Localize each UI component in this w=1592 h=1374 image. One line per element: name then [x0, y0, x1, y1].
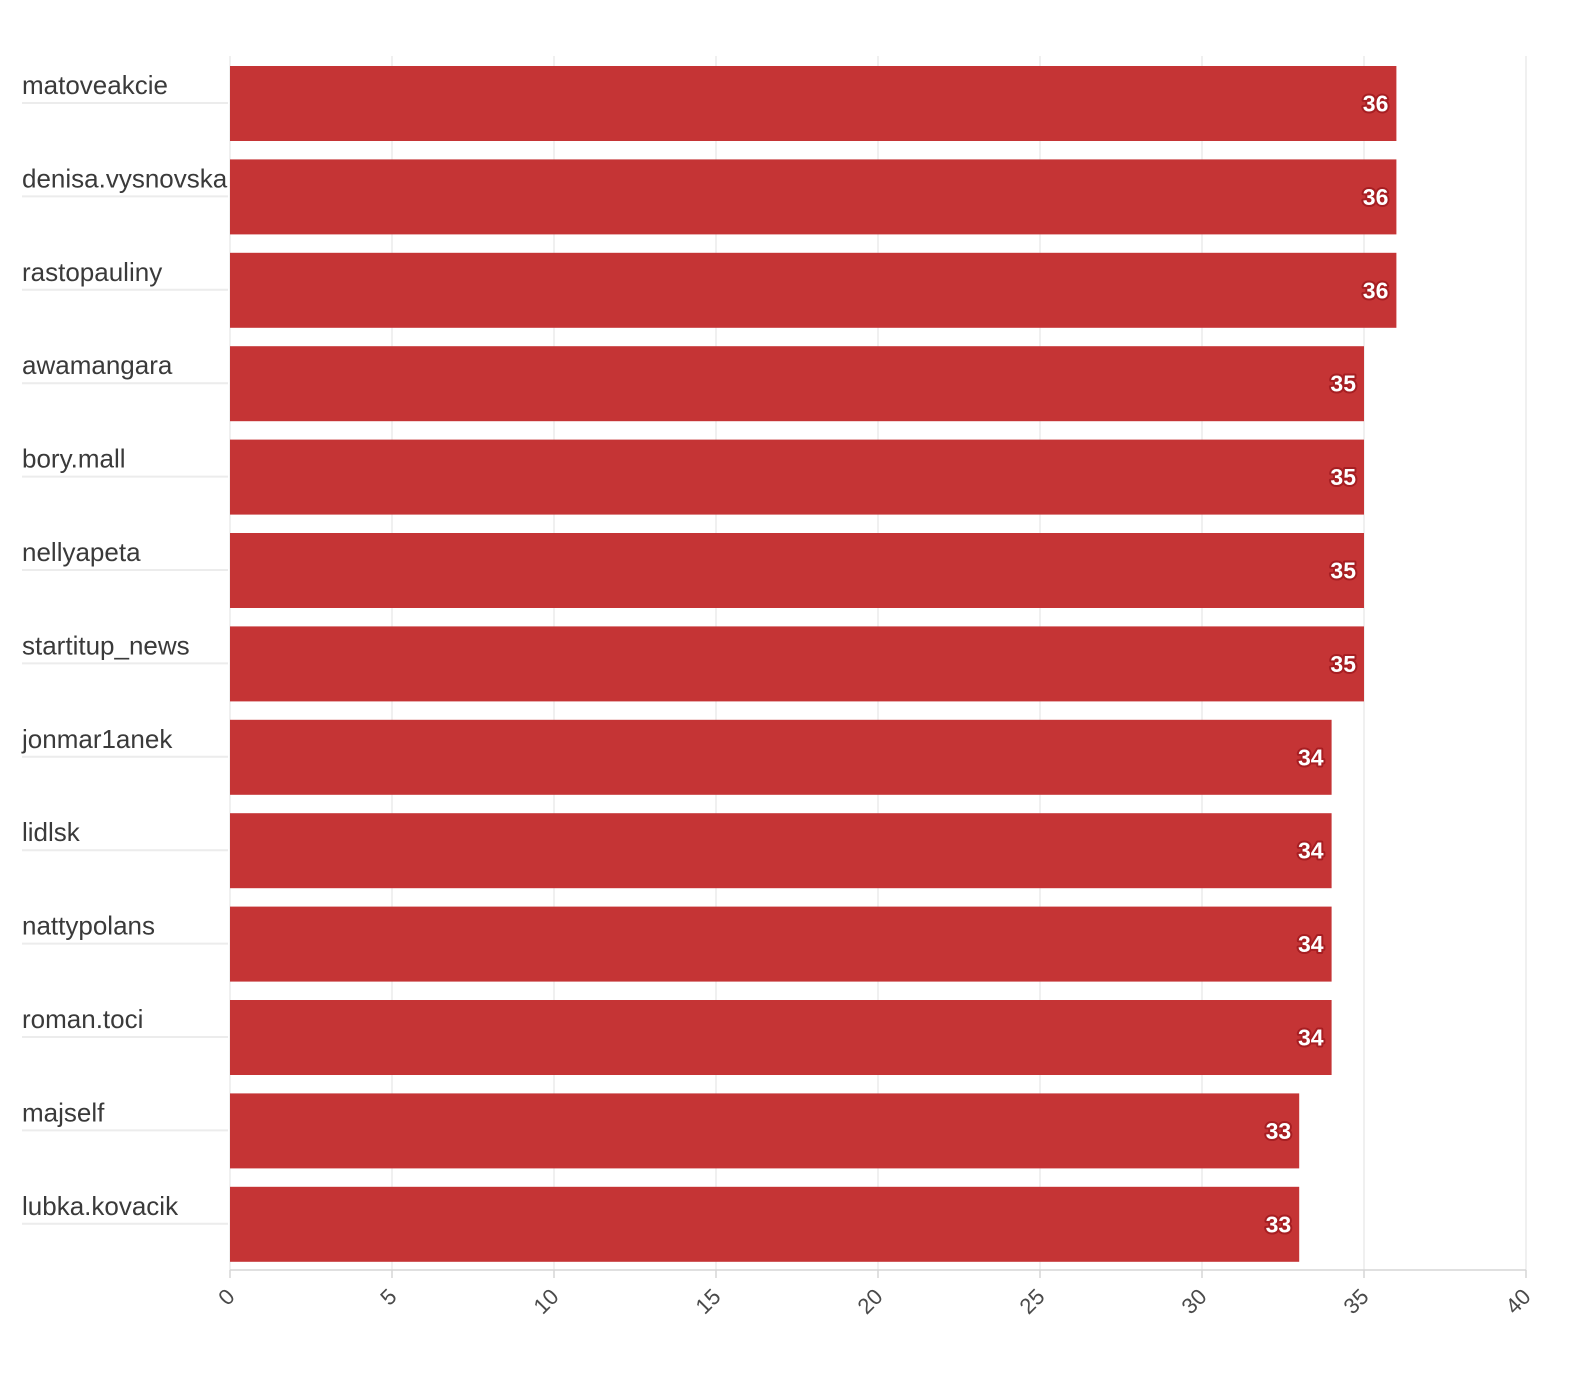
- x-tick-label: 10: [529, 1284, 564, 1319]
- bar-roman.toci: [230, 1000, 1332, 1075]
- x-tick-label: 30: [1177, 1284, 1212, 1319]
- x-axis: 0 5 10 15 20 25 30 35 40: [213, 1269, 1536, 1319]
- x-tick-label: 0: [213, 1284, 239, 1310]
- data-label: 34: [1298, 838, 1324, 864]
- bar-nattypolans: [230, 906, 1332, 982]
- bar-rastopauliny: [230, 252, 1397, 328]
- bar-awamangara: [230, 346, 1364, 422]
- category-label: lidlsk: [22, 817, 81, 847]
- x-tick-label: 40: [1501, 1284, 1536, 1319]
- category-label: jonmar1anek: [21, 724, 173, 754]
- bar-lidlsk: [230, 813, 1332, 889]
- data-label: 36: [1363, 91, 1389, 117]
- bar-jonmar1anek: [230, 719, 1332, 795]
- data-label: 35: [1330, 651, 1356, 677]
- x-tick-label: 35: [1339, 1284, 1374, 1319]
- bar-bory.mall: [230, 439, 1364, 515]
- bar-startitup_news: [230, 626, 1364, 702]
- data-label: 35: [1330, 464, 1356, 490]
- data-label: 36: [1363, 277, 1389, 303]
- x-tick-label: 20: [853, 1284, 888, 1319]
- category-label: denisa.vysnovska: [22, 163, 228, 193]
- data-label: 34: [1298, 931, 1324, 957]
- bars: [230, 66, 1397, 1262]
- x-tick-label: 25: [1015, 1284, 1050, 1319]
- category-label: awamangara: [22, 350, 173, 380]
- category-label: startitup_news: [22, 630, 190, 660]
- bar-nellyapeta: [230, 533, 1364, 608]
- category-label: matoveakcie: [22, 70, 168, 100]
- data-label: 33: [1266, 1211, 1292, 1237]
- category-label: nellyapeta: [22, 537, 141, 567]
- bar-majself: [230, 1093, 1300, 1169]
- bar-denisa.vysnovska: [230, 159, 1397, 235]
- bar-matoveakcie: [230, 66, 1397, 141]
- x-tick-label: 5: [375, 1284, 401, 1310]
- data-label: 35: [1330, 371, 1356, 397]
- category-labels: matoveakcie denisa.vysnovska rastopauliny a…: [21, 70, 228, 1225]
- category-label: lubka.kovacik: [22, 1191, 179, 1221]
- category-label: nattypolans: [22, 911, 155, 941]
- category-label: roman.toci: [22, 1004, 143, 1034]
- bar-lubka.kovacik: [230, 1186, 1300, 1262]
- category-label: rastopauliny: [22, 257, 162, 287]
- data-label: 36: [1363, 184, 1389, 210]
- category-label: majself: [22, 1097, 105, 1127]
- data-label: 34: [1298, 744, 1324, 770]
- category-label: bory.mall: [22, 444, 126, 474]
- data-label: 34: [1298, 1025, 1324, 1051]
- x-tick-label: 15: [691, 1284, 726, 1319]
- data-label: 33: [1266, 1118, 1292, 1144]
- data-labels: 36 36 36 35 35 35 35 34 34 34 34 33 33: [1264, 89, 1391, 1240]
- data-label: 35: [1330, 558, 1356, 584]
